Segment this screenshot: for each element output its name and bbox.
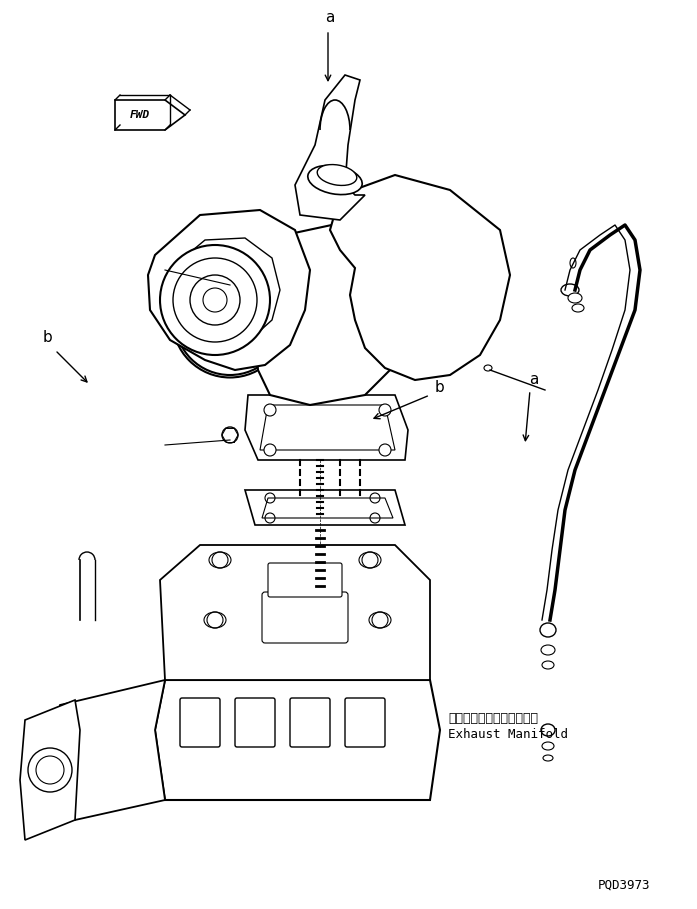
Circle shape	[265, 493, 275, 503]
Polygon shape	[168, 238, 280, 342]
Polygon shape	[115, 100, 185, 130]
Ellipse shape	[541, 645, 555, 655]
Polygon shape	[155, 680, 440, 800]
Polygon shape	[20, 700, 80, 840]
Polygon shape	[260, 405, 395, 450]
Circle shape	[173, 258, 257, 342]
Circle shape	[28, 748, 72, 792]
Polygon shape	[245, 490, 405, 525]
Circle shape	[160, 245, 270, 355]
Text: b: b	[435, 381, 445, 395]
Polygon shape	[148, 210, 310, 370]
Circle shape	[207, 612, 223, 628]
Circle shape	[212, 552, 228, 568]
Ellipse shape	[210, 300, 250, 340]
Ellipse shape	[561, 284, 579, 296]
FancyBboxPatch shape	[345, 698, 385, 747]
Ellipse shape	[540, 623, 556, 637]
Ellipse shape	[309, 225, 390, 315]
Circle shape	[36, 756, 64, 784]
FancyBboxPatch shape	[262, 592, 348, 643]
Polygon shape	[160, 545, 430, 680]
Circle shape	[190, 275, 240, 325]
Circle shape	[203, 288, 227, 312]
Ellipse shape	[541, 724, 555, 736]
Text: PQD3973: PQD3973	[597, 878, 650, 892]
Ellipse shape	[200, 290, 260, 350]
FancyBboxPatch shape	[268, 563, 342, 597]
Ellipse shape	[572, 304, 584, 312]
Circle shape	[362, 552, 378, 568]
Text: FWD: FWD	[130, 110, 150, 120]
Ellipse shape	[542, 742, 554, 750]
Polygon shape	[50, 680, 165, 820]
Polygon shape	[295, 75, 365, 220]
Circle shape	[265, 513, 275, 523]
Ellipse shape	[175, 265, 285, 375]
Circle shape	[370, 493, 380, 503]
Circle shape	[379, 444, 391, 456]
Ellipse shape	[220, 310, 240, 330]
Ellipse shape	[484, 365, 492, 371]
Circle shape	[379, 404, 391, 416]
Ellipse shape	[542, 661, 554, 669]
Text: a: a	[325, 11, 335, 25]
Ellipse shape	[308, 165, 362, 195]
Text: エキゾーストマニホールド: エキゾーストマニホールド	[448, 712, 538, 724]
Polygon shape	[255, 220, 405, 405]
Ellipse shape	[568, 293, 582, 303]
Ellipse shape	[222, 427, 238, 443]
Circle shape	[370, 513, 380, 523]
Circle shape	[372, 612, 388, 628]
Ellipse shape	[570, 258, 576, 268]
Text: Exhaust Manifold: Exhaust Manifold	[448, 728, 568, 742]
Ellipse shape	[317, 165, 357, 185]
Text: a: a	[529, 373, 539, 387]
Polygon shape	[330, 175, 510, 380]
Text: b: b	[43, 331, 53, 345]
FancyBboxPatch shape	[235, 698, 275, 747]
Ellipse shape	[320, 235, 381, 305]
Circle shape	[264, 444, 276, 456]
Circle shape	[264, 404, 276, 416]
Polygon shape	[245, 395, 408, 460]
Ellipse shape	[543, 755, 553, 761]
FancyBboxPatch shape	[290, 698, 330, 747]
Ellipse shape	[185, 275, 275, 365]
FancyBboxPatch shape	[180, 698, 220, 747]
